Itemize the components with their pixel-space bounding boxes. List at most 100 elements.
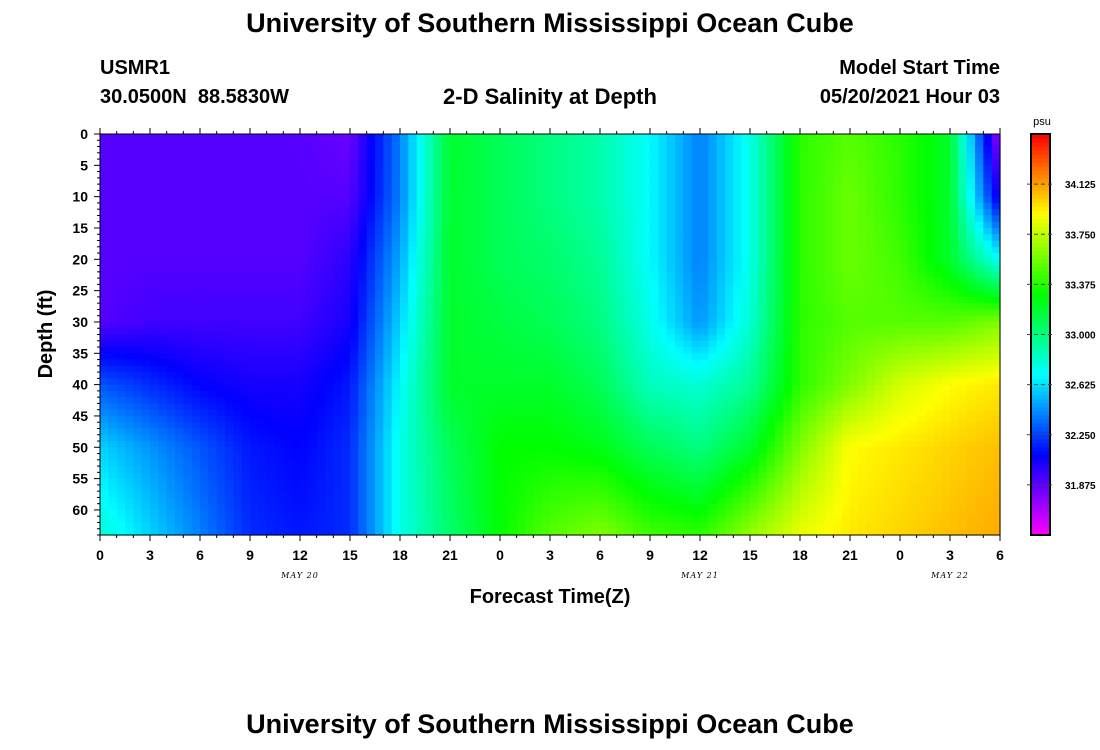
heatmap-cell xyxy=(708,234,718,242)
heatmap-cell xyxy=(983,328,993,336)
heatmap-cell xyxy=(191,415,201,423)
heatmap-cell xyxy=(416,196,426,204)
heatmap-cell xyxy=(625,202,634,210)
heatmap-cell xyxy=(850,184,859,191)
heatmap-cell xyxy=(983,378,993,386)
heatmap-cell xyxy=(858,340,868,348)
heatmap-cell xyxy=(300,372,309,379)
heatmap-cell xyxy=(166,365,176,373)
heatmap-cell xyxy=(325,221,334,229)
heatmap-cell xyxy=(808,315,818,323)
heatmap-cell xyxy=(775,353,784,361)
heatmap-cell xyxy=(950,221,959,229)
heatmap-cell xyxy=(641,384,651,392)
heatmap-cell xyxy=(866,390,876,398)
heatmap-cell xyxy=(966,177,976,185)
heatmap-cell xyxy=(633,397,643,405)
heatmap-cell xyxy=(908,209,918,217)
heatmap-cell xyxy=(600,290,609,298)
heatmap-cell xyxy=(758,397,768,405)
heatmap-cell xyxy=(175,321,184,329)
heatmap-cell xyxy=(541,365,551,373)
heatmap-cell xyxy=(208,215,218,223)
heatmap-cell xyxy=(558,152,568,160)
heatmap-cell xyxy=(366,246,376,254)
heatmap-cell xyxy=(550,278,559,285)
heatmap-cell xyxy=(350,378,359,386)
heatmap-cell xyxy=(991,378,1001,386)
heatmap-cell xyxy=(308,234,318,242)
heatmap-cell xyxy=(241,190,251,198)
heatmap-cell xyxy=(133,259,143,267)
heatmap-cell xyxy=(908,347,918,354)
heatmap-cell xyxy=(233,152,243,160)
heatmap-cell xyxy=(533,309,543,317)
heatmap-cell xyxy=(966,347,976,354)
heatmap-cell xyxy=(266,177,276,185)
heatmap-cell xyxy=(775,384,784,392)
heatmap-cell xyxy=(633,321,643,329)
heatmap-cell xyxy=(216,353,226,361)
heatmap-cell xyxy=(383,190,393,198)
heatmap-cell xyxy=(158,265,168,273)
heatmap-cell xyxy=(266,359,276,367)
heatmap-cell xyxy=(175,240,184,248)
heatmap-cell xyxy=(108,134,118,141)
heatmap-cell xyxy=(625,315,634,323)
heatmap-cell xyxy=(216,340,226,348)
heatmap-cell xyxy=(166,165,176,173)
heatmap-cell xyxy=(100,353,109,361)
heatmap-cell xyxy=(950,347,959,354)
heatmap-cell xyxy=(800,240,809,248)
heatmap-cell xyxy=(291,303,301,311)
heatmap-cell xyxy=(375,353,384,361)
heatmap-cell xyxy=(841,278,851,285)
heatmap-cell xyxy=(275,184,284,191)
heatmap-cell xyxy=(925,296,934,304)
heatmap-cell xyxy=(866,315,876,323)
heatmap-cell xyxy=(216,372,226,379)
heatmap-cell xyxy=(991,227,1001,235)
heatmap-cell xyxy=(600,234,609,242)
heatmap-cell xyxy=(941,246,951,254)
heatmap-cell xyxy=(250,321,259,329)
heatmap-cell xyxy=(708,340,718,348)
heatmap-cell xyxy=(841,290,851,298)
heatmap-cell xyxy=(808,359,818,367)
heatmap-cell xyxy=(925,253,934,260)
heatmap-cell xyxy=(816,177,826,185)
heatmap-cell xyxy=(975,184,984,191)
heatmap-cell xyxy=(208,227,218,235)
heatmap-cell xyxy=(416,378,426,386)
heatmap-cell xyxy=(158,234,168,242)
heatmap-cell xyxy=(258,278,268,285)
heatmap-cell xyxy=(425,415,434,423)
heatmap-cell xyxy=(941,328,951,336)
heatmap-cell xyxy=(750,347,759,354)
heatmap-cell xyxy=(575,278,584,285)
heatmap-cell xyxy=(391,290,401,298)
heatmap-cell xyxy=(191,240,201,248)
heatmap-cell xyxy=(308,359,318,367)
heatmap-cell xyxy=(400,190,409,198)
heatmap-cell xyxy=(600,190,609,198)
heatmap-cell xyxy=(525,340,534,348)
heatmap-cell xyxy=(491,384,501,392)
heatmap-cell xyxy=(275,221,284,229)
heatmap-cell xyxy=(475,303,484,311)
heatmap-cell xyxy=(233,409,243,417)
heatmap-cell xyxy=(983,315,993,323)
heatmap-cell xyxy=(266,215,276,223)
heatmap-cell xyxy=(266,328,276,336)
heatmap-cell xyxy=(300,321,309,329)
heatmap-cell xyxy=(450,246,459,254)
heatmap-cell xyxy=(891,271,901,279)
heatmap-cell xyxy=(475,190,484,198)
heatmap-cell xyxy=(983,403,993,411)
heatmap-cell xyxy=(700,415,709,423)
heatmap-cell xyxy=(616,196,626,204)
heatmap-cell xyxy=(975,353,984,361)
heatmap-cell xyxy=(625,347,634,354)
heatmap-cell xyxy=(750,303,759,311)
heatmap-cell xyxy=(858,353,868,361)
